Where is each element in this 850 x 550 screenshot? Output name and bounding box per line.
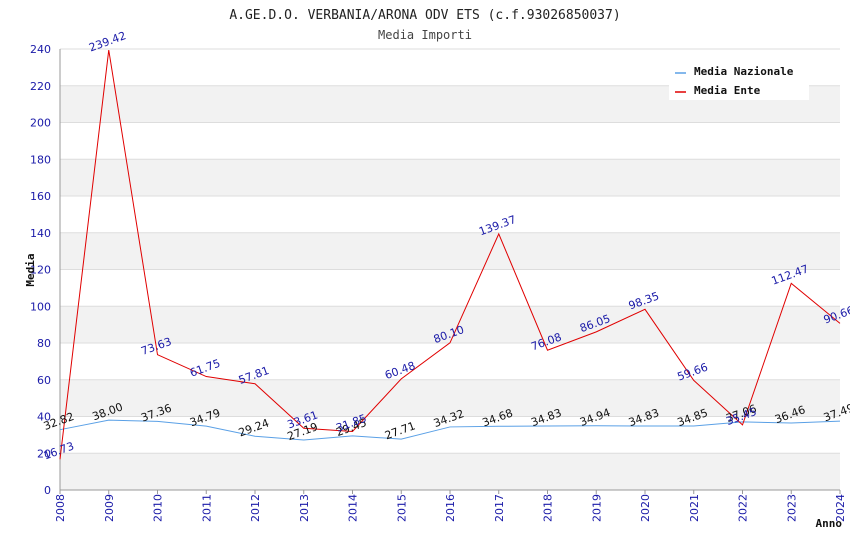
x-tick-label: 2011 xyxy=(200,494,213,522)
y-tick-label: 120 xyxy=(30,264,51,277)
y-tick-label: 40 xyxy=(37,411,51,424)
y-tick-label: 80 xyxy=(37,337,51,350)
background-band xyxy=(60,232,840,270)
x-axis-ticks: 2008 2009 2010 2011 2012 2013 2014 2015 2016 2017… xyxy=(54,490,847,522)
background-band xyxy=(60,159,840,196)
x-tick-label: 2022 xyxy=(737,494,750,522)
y-tick-label: 140 xyxy=(30,227,51,240)
x-tick-label: 2013 xyxy=(298,494,311,522)
chart-title: A.GE.D.O. VERBANIA/ARONA ODV ETS (c.f.93… xyxy=(229,8,620,23)
background-band xyxy=(60,379,840,417)
background-band xyxy=(60,343,840,380)
x-tick-label: 2018 xyxy=(542,494,555,522)
x-tick-label: 2020 xyxy=(639,494,652,522)
legend-box xyxy=(669,59,809,100)
background-band xyxy=(60,453,840,490)
series-lines xyxy=(59,49,841,460)
y-tick-label: 20 xyxy=(37,447,51,460)
x-tick-label: 2019 xyxy=(590,494,603,522)
x-tick-label: 2008 xyxy=(54,494,67,522)
x-tick-label: 2012 xyxy=(249,494,262,522)
x-tick-label: 2021 xyxy=(688,494,701,522)
background-band xyxy=(60,196,840,233)
x-tick-label: 2009 xyxy=(103,494,116,522)
y-tick-label: 240 xyxy=(30,43,51,56)
x-tick-label: 2016 xyxy=(444,494,457,522)
y-tick-label: 220 xyxy=(30,80,51,93)
y-tick-label: 100 xyxy=(30,300,51,313)
legend-label-media-nazionale: Media Nazionale xyxy=(694,65,794,78)
y-tick-label: 160 xyxy=(30,190,51,203)
y-axis-ticks: 0 20 40 60 80 100 120 140 160 180 200 220 240 xyxy=(30,43,51,497)
legend: Media Nazionale Media Ente xyxy=(669,59,809,100)
x-tick-label: 2010 xyxy=(152,494,165,522)
x-tick-label: 2023 xyxy=(785,494,798,522)
background-band xyxy=(60,306,840,343)
y-tick-label: 200 xyxy=(30,117,51,130)
y-tick-label: 0 xyxy=(44,484,51,497)
x-tick-label: 2017 xyxy=(493,494,506,522)
series-line-media-ente xyxy=(59,49,841,460)
y-tick-label: 60 xyxy=(37,374,51,387)
background-bands xyxy=(60,49,840,490)
x-tick-label: 2024 xyxy=(834,494,847,522)
chart-subtitle: Media Importi xyxy=(378,28,472,42)
x-axis-label: Anno xyxy=(816,517,843,530)
series-line-media-nazionale xyxy=(59,419,841,441)
background-band xyxy=(60,416,840,454)
y-axis-label: Media xyxy=(24,253,37,286)
x-tick-label: 2015 xyxy=(395,494,408,522)
background-band xyxy=(60,122,840,160)
background-band xyxy=(60,269,840,307)
x-tick-label: 2014 xyxy=(347,494,360,522)
y-tick-label: 180 xyxy=(30,153,51,166)
legend-label-media-ente: Media Ente xyxy=(694,84,761,97)
